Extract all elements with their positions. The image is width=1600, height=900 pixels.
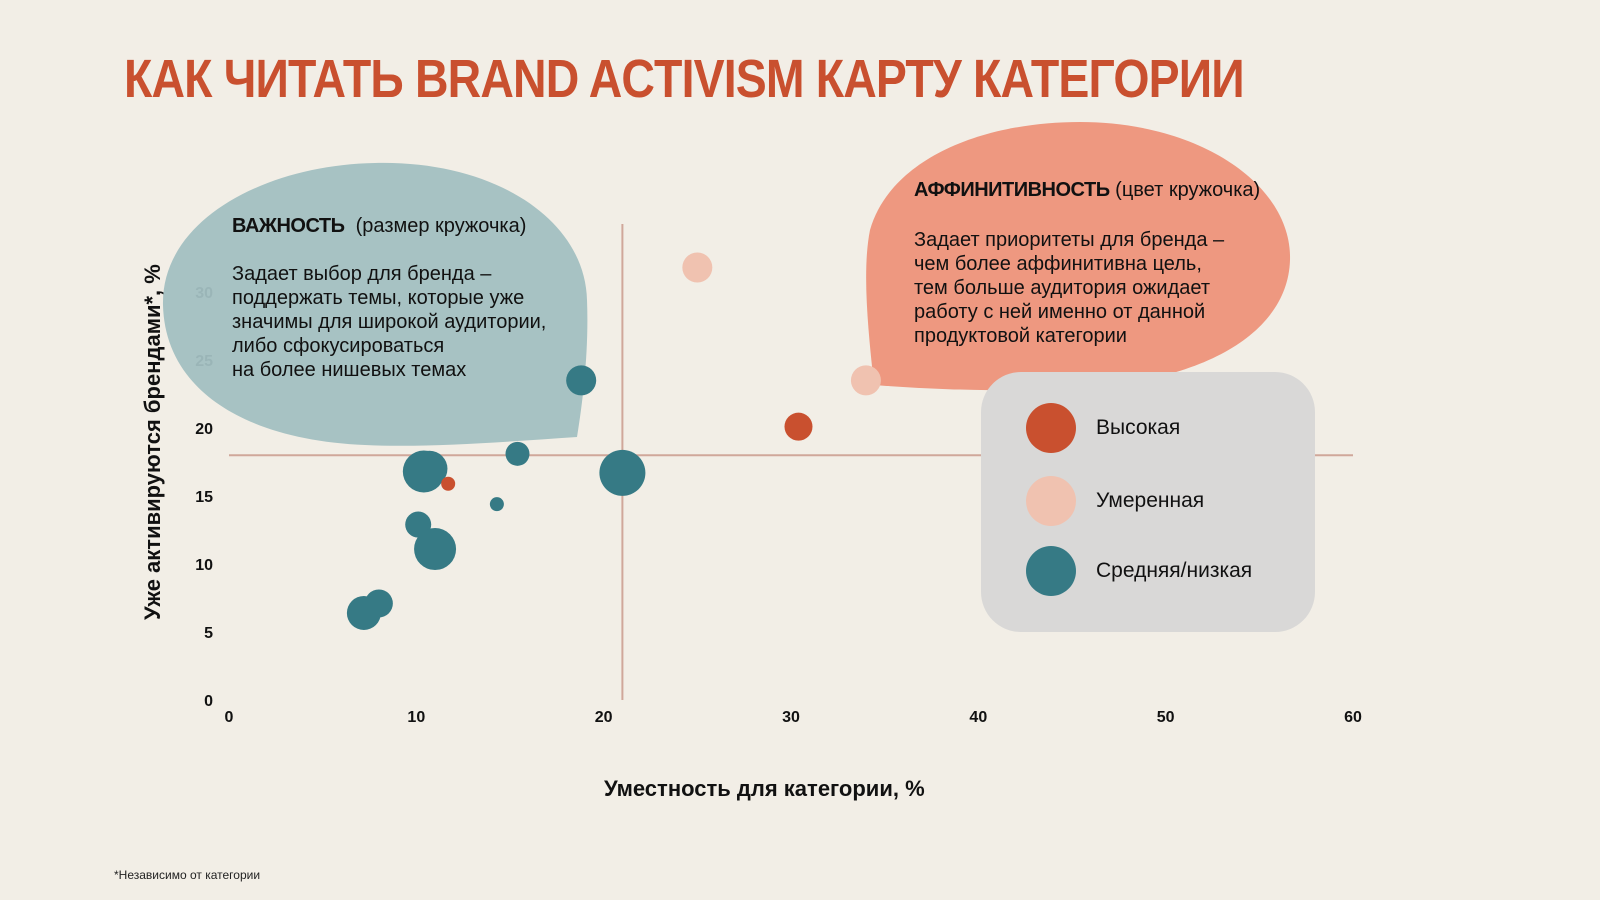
x-tick-label: 50 — [1157, 709, 1175, 726]
legend-item-moderate: Умеренная — [1026, 476, 1204, 526]
legend-item-low: Средняя/низкая — [1026, 546, 1252, 596]
importance-heading: ВАЖНОСТЬ — [232, 215, 345, 237]
legend-label: Умеренная — [1096, 489, 1205, 512]
bubble-low — [414, 528, 457, 571]
x-tick-label: 40 — [969, 709, 987, 726]
importance-text-line: Задает выбор для бренда – — [232, 263, 492, 285]
legend-label: Высокая — [1096, 416, 1181, 439]
importance-callout: ВАЖНОСТЬ (размер кружочка) Задает выбор … — [232, 214, 546, 382]
legend: Высокая Умеренная Средняя/низкая — [981, 372, 1315, 632]
bubble-moderate — [850, 365, 881, 396]
bubble-low — [566, 365, 597, 396]
importance-text-line: на более нишевых темах — [232, 359, 467, 381]
y-tick-label: 5 — [204, 625, 213, 642]
legend-dot-moderate — [1026, 476, 1076, 526]
importance-text-line: либо сфокусироваться — [232, 335, 445, 357]
importance-callout-bubble — [162, 162, 588, 446]
x-tick-label: 20 — [595, 709, 613, 726]
affinity-callout: АФФИНИТИВНОСТЬ (цвет кружочка) Задает пр… — [914, 178, 1260, 348]
legend-item-high: Высокая — [1026, 403, 1180, 453]
bubble-high — [784, 412, 813, 441]
affinity-text-line: чем более аффинитивна цель, — [914, 253, 1202, 275]
bubble-low — [505, 441, 530, 466]
bubble-low — [489, 497, 504, 512]
legend-dot-high — [1026, 403, 1076, 453]
importance-text-line: значимы для широкой аудитории, — [232, 311, 547, 333]
x-tick-label: 30 — [782, 709, 800, 726]
x-tick-label: 60 — [1344, 709, 1362, 726]
footnote: *Независимо от категории — [114, 868, 261, 882]
page-title: КАК ЧИТАТЬ BRAND ACTIVISM КАРТУ КАТЕГОРИ… — [124, 49, 1245, 109]
y-tick-label: 10 — [195, 557, 213, 574]
bubble-low — [402, 450, 445, 493]
affinity-text-line: работу с ней именно от данной — [914, 301, 1206, 323]
y-tick-label: 15 — [195, 489, 213, 506]
legend-dot-low — [1026, 546, 1076, 596]
affinity-heading: АФФИНИТИВНОСТЬ — [914, 179, 1110, 201]
affinity-heading-note: (цвет кружочка) — [1115, 179, 1261, 201]
affinity-text-line: Задает приоритеты для бренда – — [914, 229, 1225, 251]
y-axis-label: Уже активируются брендами*, % — [140, 264, 165, 620]
y-tick-label: 20 — [195, 421, 213, 438]
legend-label: Средняя/низкая — [1096, 559, 1253, 582]
bubble-low — [346, 595, 381, 630]
importance-heading-note: (размер кружочка) — [355, 215, 527, 237]
bubble-low — [599, 449, 646, 496]
x-tick-label: 0 — [225, 709, 234, 726]
y-tick-label: 0 — [204, 693, 213, 710]
affinity-text-line: тем больше аудитория ожидает — [914, 277, 1210, 299]
importance-text-line: поддержать темы, которые уже — [232, 287, 525, 309]
affinity-callout-bubble — [866, 122, 1291, 391]
affinity-text-line: продуктовой категории — [914, 325, 1127, 347]
bubble-moderate — [682, 252, 713, 283]
x-axis-label: Уместность для категории, % — [604, 776, 925, 801]
x-tick-label: 10 — [407, 709, 425, 726]
bubble-high — [441, 476, 456, 491]
